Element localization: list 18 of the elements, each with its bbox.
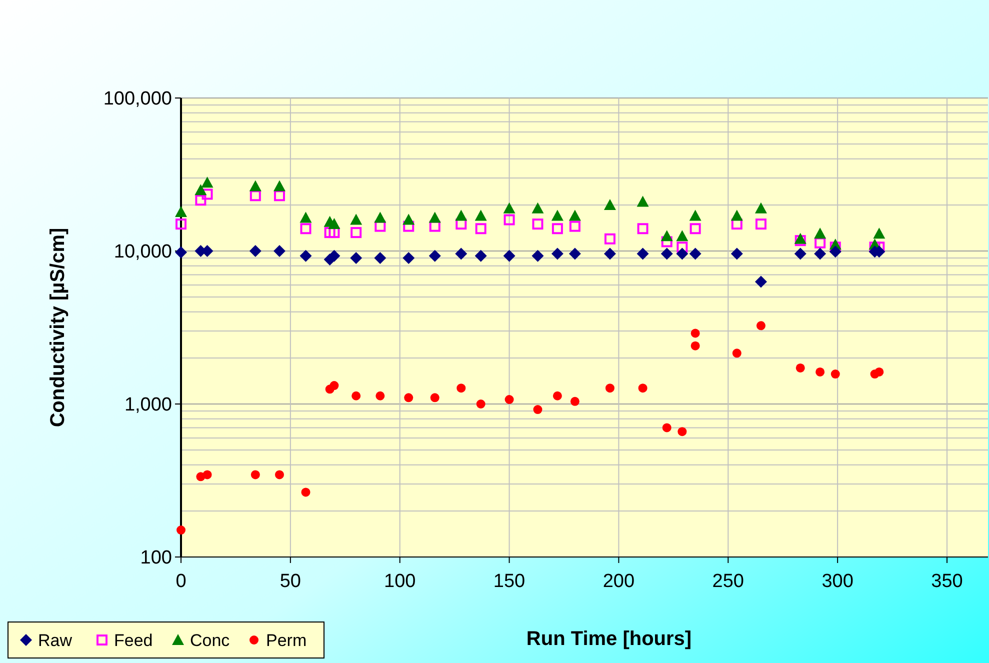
x-tick-label: 300 (822, 571, 854, 592)
y-tick-label: 1,000 (124, 394, 172, 416)
x-tick-label: 0 (176, 571, 186, 592)
legend-label: Raw (38, 630, 73, 650)
x-tick-label: 50 (280, 571, 301, 592)
x-tick-label: 250 (712, 571, 744, 592)
x-tick-label: 200 (602, 571, 635, 592)
y-axis-title: Conductivity [µS/cm] (47, 228, 69, 428)
x-axis-title: Run Time [hours] (526, 628, 692, 650)
x-tick-label: 100 (384, 571, 416, 592)
legend-label: Feed (114, 630, 153, 650)
y-tick-label: 100,000 (103, 88, 172, 110)
legend-label: Conc (190, 630, 230, 650)
legend-label: Perm (266, 630, 307, 650)
y-tick-label: 100 (140, 548, 172, 569)
x-tick-label: 350 (931, 571, 963, 592)
y-tick-label: 10,000 (114, 242, 172, 263)
x-tick-label: 150 (493, 571, 526, 592)
